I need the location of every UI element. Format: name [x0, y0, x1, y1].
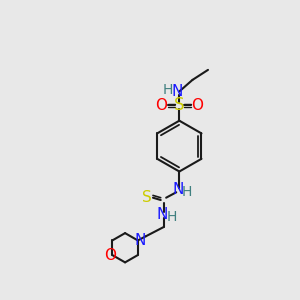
Text: H: H: [163, 83, 173, 97]
Text: O: O: [191, 98, 203, 113]
Text: O: O: [104, 248, 116, 262]
Text: N: N: [134, 233, 146, 248]
Text: S: S: [142, 190, 152, 205]
Text: O: O: [155, 98, 167, 113]
Text: S: S: [174, 96, 184, 114]
Text: H: H: [182, 184, 192, 199]
Text: N: N: [172, 182, 184, 197]
Text: H: H: [167, 210, 177, 224]
Text: N: N: [157, 207, 168, 222]
Text: N: N: [171, 84, 183, 99]
